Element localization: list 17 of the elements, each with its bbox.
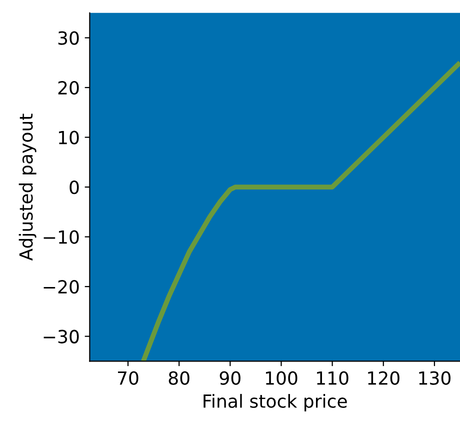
line-series [140, 60, 460, 362]
x-tick-label: 100 [266, 371, 298, 385]
y-tick-label: 30 [58, 31, 79, 45]
y-tick-label: −10 [44, 230, 79, 244]
x-tick-label: 120 [368, 371, 400, 385]
y-tick-label: −30 [44, 330, 79, 344]
x-tick-label: 90 [220, 371, 240, 385]
x-tick-label: 80 [168, 371, 190, 385]
y-axis-title: Adjusted payout [18, 114, 36, 261]
x-tick-label: 130 [419, 371, 450, 385]
y-tick-label: 20 [58, 80, 79, 95]
x-tick-label: 110 [317, 371, 348, 385]
y-tick-label: 10 [58, 130, 79, 144]
x-axis-title: Final stock price [204, 394, 347, 412]
y-tick-label: −20 [44, 280, 79, 294]
x-tick-label: 70 [118, 371, 138, 385]
y-tick-label: 0 [70, 180, 79, 194]
